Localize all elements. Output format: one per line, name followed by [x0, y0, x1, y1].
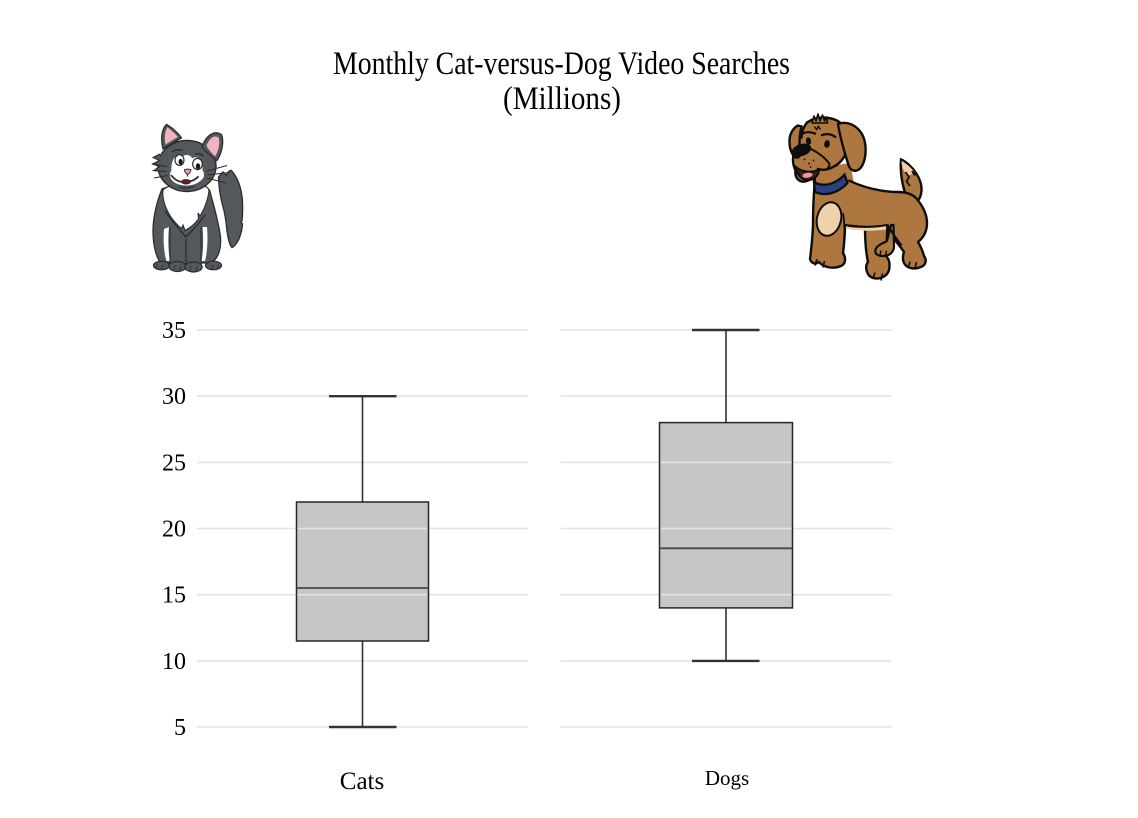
- svg-text:Dogs: Dogs: [705, 766, 749, 790]
- svg-text:15: 15: [162, 583, 186, 609]
- svg-text:30: 30: [162, 384, 186, 410]
- svg-text:Cats: Cats: [340, 768, 384, 795]
- svg-text:5: 5: [174, 715, 186, 741]
- svg-text:(Millions): (Millions): [503, 81, 621, 117]
- svg-text:25: 25: [162, 450, 186, 476]
- svg-text:10: 10: [162, 649, 186, 675]
- svg-text:Monthly Cat-versus-Dog Video S: Monthly Cat-versus-Dog Video Searches: [333, 46, 790, 82]
- svg-text:20: 20: [162, 517, 186, 543]
- svg-text:35: 35: [162, 318, 186, 344]
